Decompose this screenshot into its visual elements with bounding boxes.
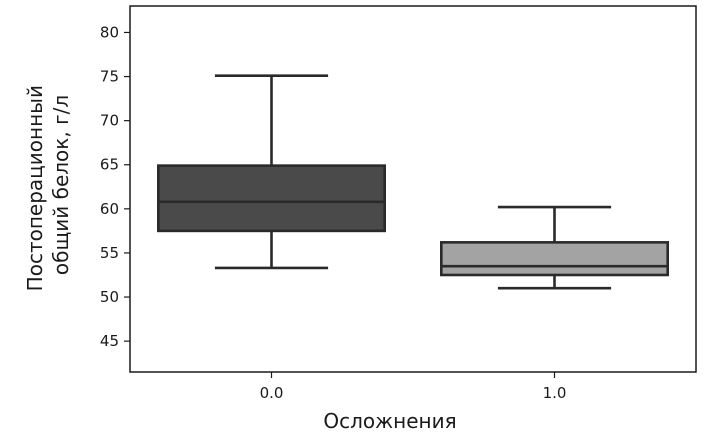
box-1.0	[439, 205, 669, 290]
y-tick-label: 55	[100, 244, 119, 262]
x-axis-title: Осложнения	[323, 409, 456, 433]
x-tick-label: 1.0	[543, 384, 567, 402]
y-tick-label: 80	[100, 23, 119, 41]
y-tick-label: 45	[100, 332, 119, 350]
y-tick-label: 60	[100, 200, 119, 218]
y-axis-ticks: 45 50 55 60 65 70 75 80	[100, 23, 130, 350]
y-tick-label: 65	[100, 156, 119, 174]
x-axis-ticks: 0.0 1.0	[260, 372, 567, 402]
y-tick-label: 50	[100, 288, 119, 306]
y-tick-label: 70	[100, 112, 119, 130]
y-axis-title-line-2: общий белок, г/л	[49, 95, 73, 275]
box-0.0	[157, 74, 386, 270]
iqr-box	[157, 164, 386, 233]
y-tick-label: 75	[100, 68, 119, 86]
plot-area-frame	[129, 5, 697, 373]
boxes-group	[157, 74, 669, 290]
iqr-box	[439, 241, 669, 277]
y-axis-title: Постоперационный общий белок, г/л	[23, 79, 73, 292]
y-axis-title-line-1: Постоперационный	[23, 85, 47, 291]
x-tick-label: 0.0	[260, 384, 284, 402]
